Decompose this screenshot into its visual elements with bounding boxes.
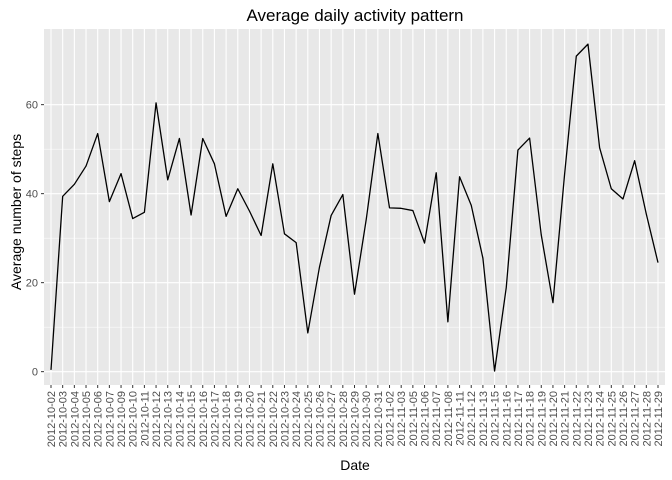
x-tick-label: 2012-11-27 — [630, 391, 642, 446]
x-tick-label: 2012-10-13 — [163, 391, 175, 447]
x-tick-label: 2012-10-16 — [198, 391, 210, 447]
x-tick-label: 2012-10-09 — [116, 391, 128, 447]
x-axis: 2012-10-02 2012-10-03 2012-10-04 2012-10-05… — [46, 385, 665, 447]
x-tick-label: 2012-11-25 — [606, 391, 618, 446]
x-axis-title: Date — [340, 457, 370, 473]
x-tick-label: 2012-10-14 — [174, 391, 186, 447]
x-tick-label: 2012-11-16 — [501, 391, 513, 446]
y-axis: 0 20 40 60 — [26, 100, 44, 379]
x-tick-label: 2012-11-23 — [583, 391, 595, 446]
x-tick-label: 2012-11-07 — [431, 391, 443, 446]
x-tick-label: 2012-10-29 — [350, 391, 362, 447]
x-tick-label: 2012-10-10 — [128, 391, 140, 447]
x-tick-label: 2012-10-04 — [69, 391, 81, 447]
x-tick-label: 2012-11-24 — [595, 391, 607, 446]
x-tick-label: 2012-10-19 — [233, 391, 245, 447]
x-tick-label: 2012-10-12 — [151, 391, 163, 447]
x-tick-label: 2012-11-03 — [396, 391, 408, 446]
x-tick-label: 2012-11-19 — [536, 391, 548, 446]
x-tick-label: 2012-10-22 — [268, 391, 280, 447]
x-tick-label: 2012-10-06 — [93, 391, 105, 447]
x-tick-label: 2012-10-05 — [81, 391, 93, 447]
x-tick-label: 2012-11-08 — [443, 391, 455, 446]
x-tick-label: 2012-11-13 — [478, 391, 490, 446]
x-tick-label: 2012-10-15 — [186, 391, 198, 447]
x-tick-label: 2012-11-29 — [653, 391, 665, 446]
x-tick-label: 2012-11-11 — [455, 391, 467, 446]
y-tick-label: 0 — [32, 367, 38, 379]
x-tick-label: 2012-10-30 — [361, 391, 373, 447]
x-tick-label: 2012-10-07 — [104, 391, 116, 447]
x-tick-label: 2012-10-27 — [326, 391, 338, 447]
x-tick-label: 2012-11-12 — [466, 391, 478, 446]
x-tick-label: 2012-10-20 — [244, 391, 256, 447]
x-tick-label: 2012-10-24 — [291, 391, 303, 447]
x-tick-label: 2012-10-17 — [209, 391, 221, 447]
x-tick-label: 2012-11-17 — [513, 391, 525, 446]
x-tick-label: 2012-11-02 — [385, 391, 397, 446]
x-tick-label: 2012-10-18 — [221, 391, 233, 447]
grid-lines — [44, 29, 665, 385]
x-tick-label: 2012-10-21 — [256, 391, 268, 447]
x-tick-label: 2012-10-11 — [139, 391, 151, 446]
x-tick-label: 2012-11-22 — [571, 391, 583, 446]
x-tick-label: 2012-10-03 — [58, 391, 70, 447]
series-line — [50, 43, 659, 372]
y-tick-label: 40 — [26, 189, 38, 201]
x-tick-label: 2012-11-21 — [560, 391, 572, 446]
chart-title: Average daily activity pattern — [246, 6, 463, 25]
x-tick-label: 2012-11-18 — [525, 391, 537, 446]
x-tick-label: 2012-10-02 — [46, 391, 58, 447]
y-axis-title: Average number of steps — [8, 134, 24, 290]
x-tick-label: 2012-11-28 — [641, 391, 653, 446]
x-tick-label: 2012-11-06 — [420, 391, 432, 446]
x-tick-label: 2012-11-05 — [408, 391, 420, 446]
x-tick-label: 2012-10-26 — [314, 391, 326, 447]
x-tick-label: 2012-10-25 — [303, 391, 315, 447]
x-tick-label: 2012-10-28 — [338, 391, 350, 447]
x-tick-label: 2012-10-31 — [373, 391, 385, 447]
x-tick-label: 2012-10-23 — [279, 391, 291, 447]
x-tick-label: 2012-11-20 — [548, 391, 560, 446]
y-tick-label: 20 — [26, 278, 38, 290]
x-tick-label: 2012-11-26 — [618, 391, 630, 446]
y-tick-label: 60 — [26, 100, 38, 112]
x-tick-label: 2012-11-15 — [490, 391, 502, 446]
